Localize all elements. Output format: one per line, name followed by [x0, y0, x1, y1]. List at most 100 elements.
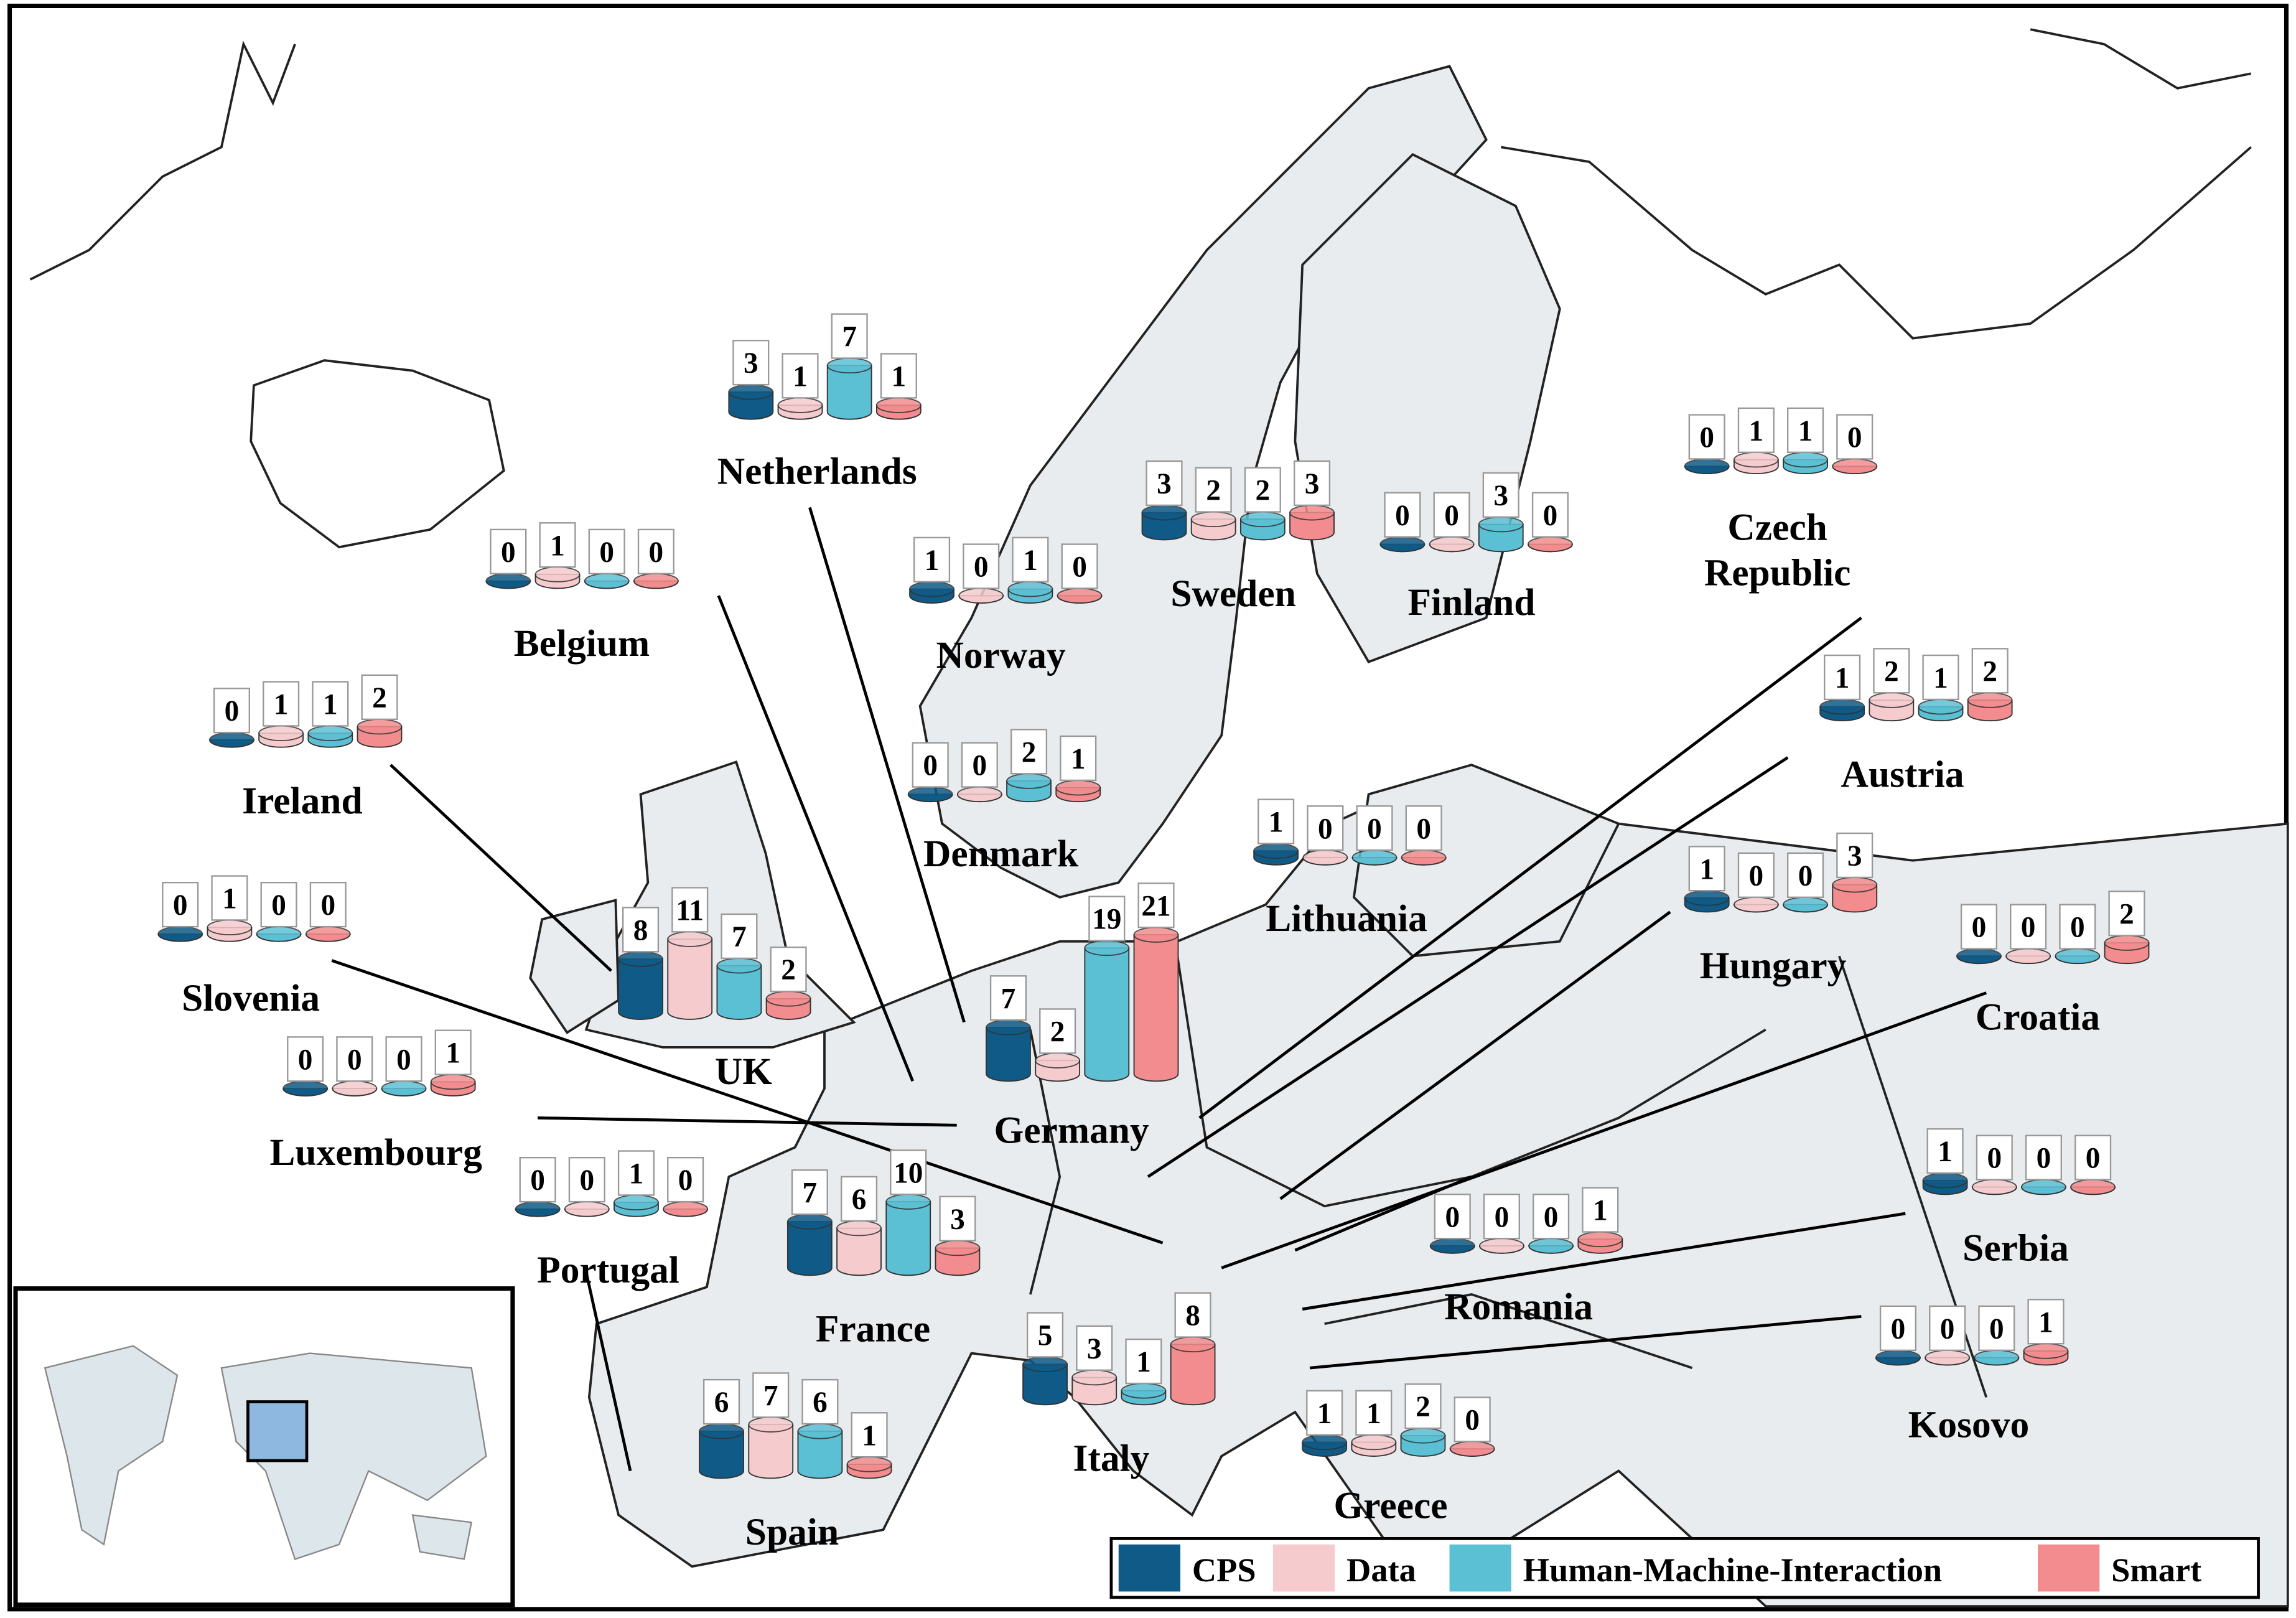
country-label-box: Spain — [745, 1510, 839, 1553]
bar — [986, 1027, 1031, 1082]
country-label: Spain — [745, 1510, 839, 1553]
bar-top — [1733, 451, 1779, 468]
bar-top — [1190, 511, 1236, 528]
value-box — [939, 1195, 976, 1242]
value-label: 0 — [320, 889, 335, 922]
legend-swatch — [1449, 1544, 1511, 1592]
country-label: Greece — [1333, 1484, 1448, 1527]
value-label: 0 — [923, 750, 938, 782]
country-label: France — [815, 1307, 931, 1350]
value-label: 1 — [1798, 415, 1813, 447]
bar-top — [1971, 1179, 2017, 1195]
value-label: 3 — [1087, 1333, 1102, 1365]
country-chart: 3 1 7 1 — [728, 313, 922, 420]
country-label-box: Serbia — [1962, 1227, 2069, 1270]
legend-label: Data — [1346, 1551, 1416, 1589]
value-label: 0 — [1699, 422, 1714, 454]
value-label: 5 — [1038, 1320, 1053, 1352]
country-label-box: Slovenia — [182, 976, 320, 1019]
value-label: 6 — [813, 1387, 828, 1419]
bar-top — [157, 926, 203, 942]
value-box — [1294, 460, 1331, 507]
bar-top — [1007, 581, 1053, 597]
leader-line — [717, 595, 915, 1082]
bar-top — [1478, 516, 1524, 533]
value-label: 1 — [323, 689, 338, 721]
value-box — [309, 882, 347, 928]
country-label-box: Lithuania — [1266, 897, 1427, 940]
value-label: 0 — [1847, 422, 1862, 454]
value-label: 1 — [1749, 415, 1764, 447]
value-box — [312, 681, 349, 727]
value-box — [1010, 729, 1048, 775]
value-box — [1922, 654, 1959, 701]
value-box — [568, 1157, 605, 1203]
country-chart: 7 6 10 3 — [786, 1149, 981, 1276]
country-label-box: UK — [715, 1050, 772, 1093]
value-box — [1688, 414, 1725, 460]
value-label: 0 — [1749, 860, 1764, 892]
country-chart: 0 0 0 1 — [1429, 1187, 1623, 1254]
value-box — [588, 528, 625, 574]
bar-top — [1121, 1383, 1167, 1399]
value-box — [1971, 648, 2009, 694]
leader-line — [1147, 756, 1789, 1178]
value-label: 0 — [347, 1044, 362, 1076]
country-label: Romania — [1444, 1285, 1594, 1329]
bar-top — [885, 1194, 931, 1210]
value-box — [770, 947, 807, 993]
value-box — [1356, 805, 1393, 851]
country-label: Kosovo — [1908, 1403, 2030, 1446]
value-box — [1433, 492, 1470, 538]
bar-top — [1429, 536, 1475, 553]
ireland-island — [529, 899, 620, 1034]
bar-top — [1956, 948, 2002, 965]
value-label: 2 — [781, 954, 796, 986]
value-label: 3 — [744, 347, 758, 380]
country-label: Lithuania — [1266, 897, 1427, 940]
leader-line — [1221, 991, 1987, 1270]
country-chart: 1 0 0 3 — [1684, 832, 1878, 913]
bar-top — [1479, 1238, 1524, 1254]
value-label: 1 — [1933, 662, 1948, 694]
bar-top — [728, 384, 774, 400]
bar-top — [307, 725, 353, 742]
leader-line — [584, 1272, 632, 1472]
value-label: 1 — [1071, 743, 1086, 775]
bar-top — [534, 566, 581, 582]
bar-top — [305, 926, 351, 942]
value-box — [1384, 492, 1421, 538]
value-label: 10 — [894, 1157, 923, 1189]
value-box — [961, 742, 998, 788]
country-chart: 0 1 0 0 — [485, 522, 679, 589]
bar-top — [357, 718, 403, 735]
bar-top — [2055, 948, 2101, 965]
bar-top — [875, 397, 922, 413]
value-box — [721, 913, 758, 960]
value-label: 0 — [1445, 1201, 1460, 1233]
bar-top — [564, 1201, 610, 1217]
bar-top — [2023, 1343, 2069, 1359]
value-label: 1 — [1023, 545, 1038, 577]
country-label-box: Croatia — [1976, 996, 2100, 1039]
value-box — [1582, 1187, 1619, 1233]
value-box — [1434, 1194, 1471, 1240]
bar — [885, 1201, 931, 1276]
value-label: 0 — [396, 1044, 411, 1076]
country-chart: 1 0 1 0 — [909, 536, 1103, 604]
value-label: 1 — [222, 883, 237, 915]
bar-top — [663, 1201, 709, 1217]
bar-top — [748, 1416, 794, 1433]
country-label-box: Ireland — [242, 780, 363, 823]
value-label: 0 — [530, 1164, 545, 1197]
leader-line — [538, 1116, 957, 1127]
value-box — [671, 887, 709, 933]
bar-top — [1289, 504, 1335, 521]
value-label: 0 — [271, 889, 286, 922]
value-label: 1 — [1835, 662, 1850, 694]
bar-top — [765, 991, 811, 1007]
value-label: 0 — [974, 551, 989, 584]
value-box — [490, 528, 527, 574]
borders — [1029, 955, 1988, 1398]
bar-top — [1819, 698, 1865, 715]
